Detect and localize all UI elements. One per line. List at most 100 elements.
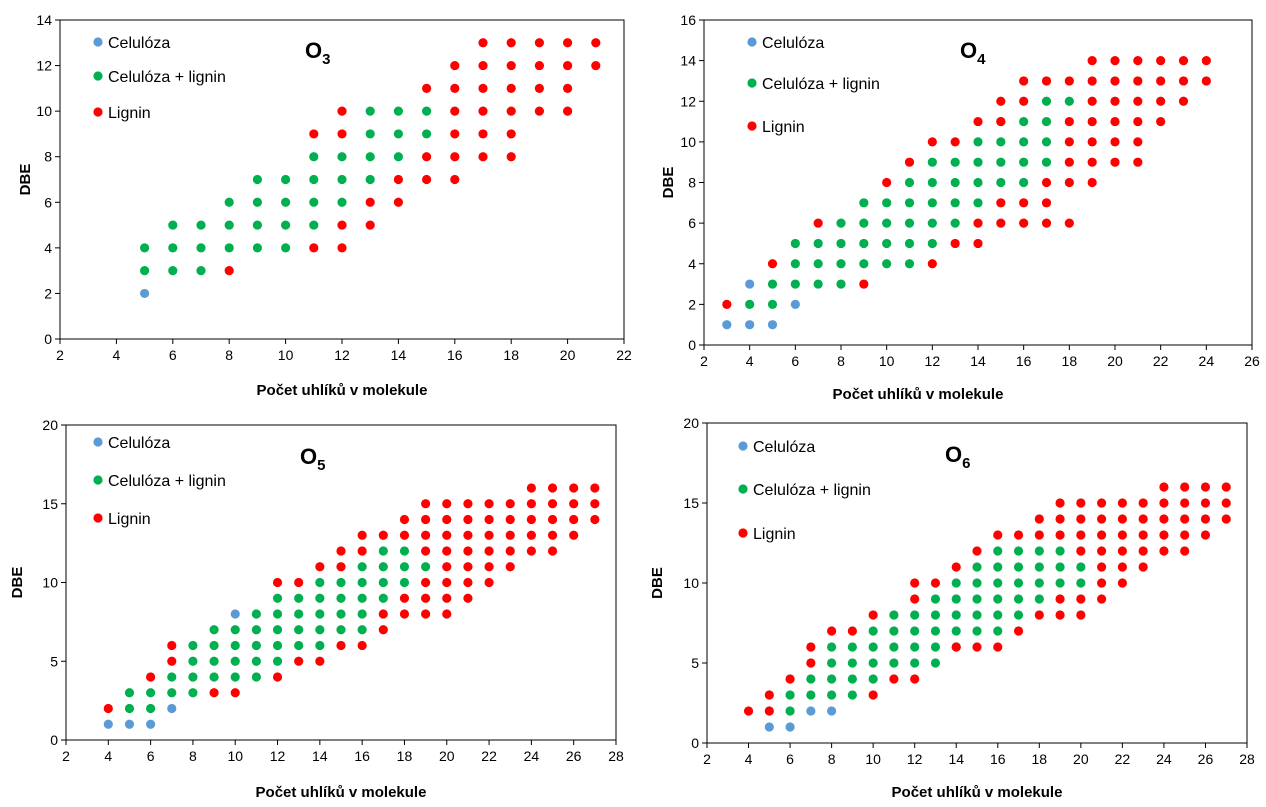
data-point (847, 690, 857, 700)
y-tick-label: 12 (36, 58, 52, 74)
data-point (547, 546, 558, 556)
data-point (1159, 498, 1169, 508)
data-point (1041, 218, 1052, 228)
data-point (272, 656, 283, 666)
data-point (272, 672, 283, 682)
data-point (450, 174, 460, 185)
x-tick-label: 2 (703, 751, 711, 767)
data-point (1110, 137, 1120, 147)
data-point (506, 83, 516, 93)
y-tick-label: 6 (688, 215, 696, 231)
data-point (1138, 514, 1148, 524)
data-point (146, 672, 156, 682)
data-point (357, 562, 367, 572)
data-point (336, 546, 346, 556)
data-point (1180, 546, 1190, 556)
x-axis-label: Počet uhlíků v molekule (257, 382, 428, 399)
data-point (188, 640, 198, 651)
data-point (993, 610, 1003, 620)
data-point (167, 672, 177, 682)
data-point (309, 220, 319, 230)
data-point (973, 157, 983, 167)
data-point (722, 299, 732, 309)
x-tick-label: 12 (925, 353, 941, 369)
data-point (357, 609, 367, 619)
data-point (251, 656, 261, 666)
x-tick-label: 22 (1153, 353, 1169, 369)
y-axis-label: DBE (9, 567, 26, 599)
data-point (1055, 578, 1065, 588)
data-point (1201, 56, 1211, 66)
data-point (827, 658, 837, 668)
data-point (973, 218, 983, 228)
data-point (910, 578, 920, 588)
data-point (859, 238, 869, 249)
data-point (506, 129, 516, 139)
data-point (1138, 562, 1148, 572)
data-point (442, 593, 452, 603)
data-point (1064, 137, 1074, 147)
data-point (569, 499, 579, 509)
data-point (251, 625, 261, 635)
data-point (526, 483, 536, 493)
data-point (378, 609, 388, 619)
data-point (463, 499, 473, 509)
data-point (484, 499, 494, 509)
data-point (140, 266, 150, 276)
series-celuloza (140, 288, 150, 299)
data-point (973, 137, 983, 147)
data-point (972, 546, 982, 556)
data-point (442, 562, 452, 572)
data-point (745, 320, 755, 330)
legend-label: Celulóza + lignin (108, 473, 226, 490)
data-point (1178, 96, 1189, 106)
data-point (1076, 530, 1086, 540)
x-tick-label: 6 (169, 347, 177, 363)
data-point (1041, 177, 1052, 188)
series-both (124, 546, 431, 714)
data-point (569, 530, 579, 540)
legend-marker (738, 484, 748, 494)
data-point (337, 129, 347, 139)
data-point (813, 238, 823, 249)
data-point (422, 174, 432, 185)
y-tick-label: 15 (683, 495, 699, 511)
data-point (450, 129, 460, 139)
data-point (1034, 514, 1044, 524)
data-point (315, 562, 325, 572)
data-point (1097, 562, 1107, 572)
data-point (972, 562, 982, 572)
x-tick-label: 16 (1016, 353, 1032, 369)
data-point (1013, 546, 1024, 556)
data-point (252, 197, 262, 207)
data-point (478, 38, 488, 48)
data-point (124, 703, 135, 714)
x-tick-label: 10 (227, 748, 243, 764)
x-tick-label: 4 (746, 353, 754, 369)
data-point (993, 546, 1003, 556)
data-point (315, 593, 325, 603)
series-celuloza (103, 609, 240, 729)
legend-label: Lignin (762, 119, 805, 136)
legend-label: Celulóza (762, 35, 824, 52)
data-point (1097, 546, 1107, 556)
data-point (767, 299, 778, 309)
y-tick-label: 14 (36, 12, 52, 28)
legend-marker (93, 513, 103, 523)
data-point (930, 626, 941, 636)
data-point (1117, 498, 1127, 508)
data-point (1064, 116, 1074, 127)
data-point (336, 562, 346, 572)
data-point (767, 320, 778, 330)
legend-label: Celulóza + lignin (762, 76, 880, 93)
legend-label: Celulóza + lignin (108, 69, 226, 86)
data-point (827, 690, 837, 700)
x-tick-label: 24 (1199, 353, 1215, 369)
data-point (927, 259, 937, 269)
data-point (1156, 96, 1166, 106)
x-tick-label: 8 (828, 751, 836, 767)
data-point (357, 593, 367, 603)
y-axis-label: DBE (17, 164, 34, 196)
data-point (399, 609, 410, 619)
